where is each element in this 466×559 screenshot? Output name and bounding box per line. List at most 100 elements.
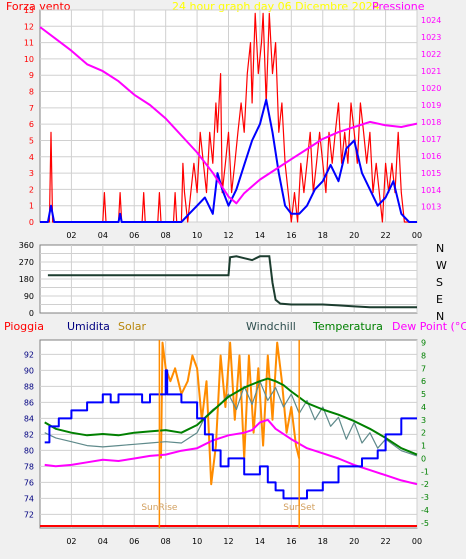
windchill-legend-label: Windchill	[246, 320, 296, 333]
dewpoint-legend-label: Dew Point (°C)	[392, 320, 466, 333]
compass-label: W	[436, 259, 447, 272]
temp-humidity-hour-labels: 02 04 06 08 10 12 14 16 18 20 22 00	[66, 537, 422, 546]
y-tick-label: 11	[24, 39, 34, 48]
x-tick-label: 00	[412, 537, 422, 546]
x-tick-label: 18	[318, 231, 328, 240]
x-tick-label: 16	[286, 537, 296, 546]
y-tick-label: 180	[19, 275, 34, 284]
y-tick-label: 1019	[421, 101, 441, 110]
y-tick-label: 4	[421, 403, 426, 412]
compass-label: N	[436, 310, 444, 323]
y-tick-label: 1016	[421, 152, 441, 161]
series-line-temp	[44, 377, 418, 456]
humidity-legend-label: Umidita	[67, 320, 110, 333]
x-tick-label: 22	[380, 231, 390, 240]
wind-direction-series	[47, 255, 417, 309]
y-tick-label: 1023	[421, 33, 441, 42]
sun-marker-label: SunRise	[141, 503, 178, 513]
x-tick-label: 12	[223, 537, 233, 546]
y-tick-label: -5	[421, 519, 429, 528]
x-tick-label: 22	[380, 537, 390, 546]
y-tick-label: 90	[24, 366, 34, 375]
y-tick-label: 3	[29, 169, 34, 178]
y-tick-label: -1	[421, 467, 429, 476]
y-tick-label: 360	[19, 241, 34, 250]
wind-pressure-hour-labels: 02 04 06 08 10 12 14 16 18 20 22 00	[66, 231, 422, 240]
y-tick-label: 1014	[421, 186, 441, 195]
wind-pressure-series	[39, 12, 418, 223]
y-tick-label: 74	[24, 494, 34, 503]
wind-pressure-panel: Forza vento 24 hour graph day 06 Dicembr…	[6, 0, 441, 240]
x-tick-label: 20	[349, 537, 359, 546]
y-tick-label: 1022	[421, 50, 441, 59]
y-tick-label: 72	[24, 510, 34, 519]
y-tick-label: 82	[24, 430, 34, 439]
y-tick-label: -2	[421, 480, 429, 489]
temp-humidity-panel: Pioggia Umidita Solar Windchill Temperat…	[4, 320, 466, 546]
y-tick-label: 0	[421, 454, 426, 463]
y-tick-label: 6	[421, 377, 426, 386]
y-tick-label: 12	[24, 22, 34, 31]
x-tick-label: 02	[66, 231, 76, 240]
y-tick-label: 92	[24, 350, 34, 359]
y-tick-label: -4	[421, 506, 429, 515]
series-line-pressure	[39, 26, 418, 205]
x-tick-label: 10	[192, 231, 202, 240]
y-tick-label: 3	[421, 416, 426, 425]
series-line-wind-direction	[47, 255, 417, 309]
x-tick-label: 00	[412, 231, 422, 240]
x-tick-label: 14	[255, 537, 265, 546]
x-tick-label: 08	[161, 231, 171, 240]
x-tick-label: 20	[349, 231, 359, 240]
series-line-humidity	[44, 369, 417, 500]
sun-annotations: SunRise SunSet	[141, 340, 316, 528]
series-line-dewpoint	[44, 418, 418, 486]
x-tick-label: 08	[161, 537, 171, 546]
y-tick-label: 90	[24, 292, 34, 301]
y-tick-label: 1017	[421, 135, 441, 144]
y-tick-label: 0	[29, 218, 34, 227]
y-tick-label: 88	[24, 382, 34, 391]
y-tick-label: 80	[24, 446, 34, 455]
rain-legend-label: Pioggia	[4, 320, 44, 333]
y-tick-label: 7	[421, 364, 426, 373]
x-tick-label: 16	[286, 231, 296, 240]
y-tick-label: 270	[19, 258, 34, 267]
y-tick-label: 2	[421, 429, 426, 438]
y-tick-label: 9	[29, 71, 34, 80]
pressure-tick-labels: 1013 1014 1015 1016 1017 1018 1019 1020 1021 1022…	[421, 16, 441, 212]
temp-humidity-series	[40, 341, 418, 527]
humidity-tick-labels: 72 74 76 78 80 82 84 86 88 90 92	[24, 350, 34, 519]
x-tick-label: 18	[318, 537, 328, 546]
y-tick-label: 5	[29, 136, 34, 145]
y-tick-label: 1018	[421, 118, 441, 127]
compass-label: S	[436, 276, 443, 289]
solar-legend-label: Solar	[118, 320, 147, 333]
y-tick-label: 1020	[421, 84, 441, 93]
sun-marker-label: SunSet	[283, 503, 315, 513]
y-tick-label: 13	[24, 6, 34, 15]
y-tick-label: 6	[29, 120, 34, 129]
x-tick-label: 14	[255, 231, 265, 240]
x-tick-label: 06	[129, 231, 139, 240]
wind-pressure-chart-title: 24 hour graph day 06 Dicembre 2024	[172, 0, 380, 13]
y-tick-label: 5	[421, 390, 426, 399]
y-tick-label: -3	[421, 493, 429, 502]
y-tick-label: 78	[24, 462, 34, 471]
y-tick-label: 84	[24, 414, 34, 423]
x-tick-label: 02	[66, 537, 76, 546]
y-tick-label: 86	[24, 398, 34, 407]
y-tick-label: 1	[29, 202, 34, 211]
temperature-tick-labels: 9 8 7 6 5 4 3 2 1 0 -1 -2 -3 -4 -5	[421, 339, 429, 528]
y-tick-label: 4	[29, 153, 34, 162]
y-tick-label: 1013	[421, 203, 441, 212]
y-tick-label: 9	[421, 339, 426, 348]
y-tick-label: 8	[29, 88, 34, 97]
wind-speed-axis-label: Forza vento	[6, 0, 71, 13]
x-tick-label: 04	[98, 231, 108, 240]
x-tick-label: 06	[129, 537, 139, 546]
